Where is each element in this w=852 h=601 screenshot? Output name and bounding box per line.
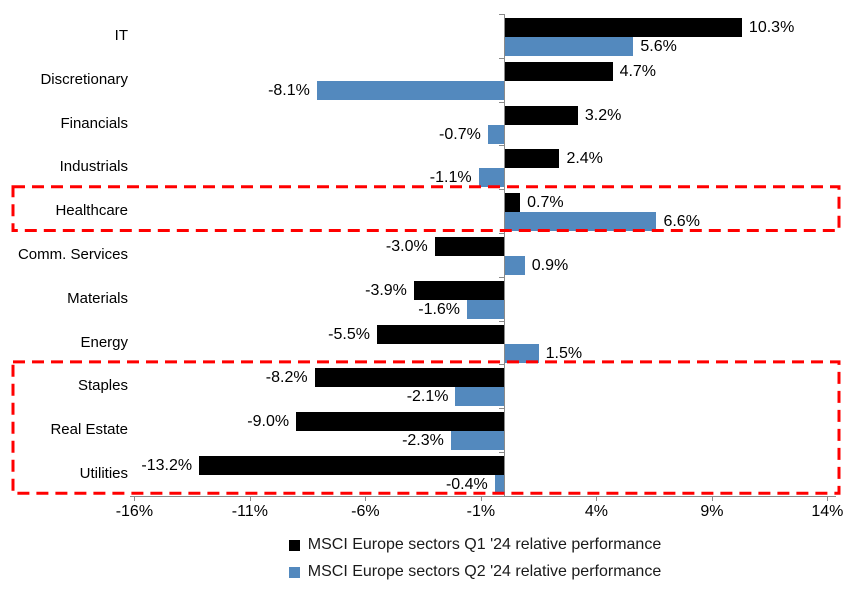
value-label-series1-real-estate: -9.0% (247, 413, 290, 431)
x-axis-tick (596, 495, 598, 501)
category-label-industrials: Industrials (59, 158, 128, 176)
bar-series2-comm-services (504, 256, 525, 275)
x-axis-tick-label-1: -11% (231, 503, 268, 520)
bar-series1-materials (413, 280, 504, 300)
value-label-series2-energy: 1.5% (545, 344, 583, 362)
value-label-series1-it: 10.3% (748, 19, 795, 36)
bar-series2-utilities (494, 475, 504, 494)
value-label-series2-staples: -2.1% (406, 388, 449, 406)
value-label-series1-healthcare: 0.7% (527, 194, 564, 212)
legend-swatch-q1-icon (288, 539, 300, 551)
bar-series2-staples (455, 387, 504, 407)
y-axis-tick (499, 145, 504, 147)
x-axis-tick-label-0: -16% (115, 503, 154, 520)
bar-series1-it (504, 18, 742, 37)
category-label-real-estate: Real Estate (50, 421, 128, 439)
category-label-healthcare: Healthcare (55, 202, 128, 220)
bar-series1-energy (376, 324, 504, 344)
x-axis-tick-label-2: -6% (351, 503, 380, 520)
bar-series1-industrials (504, 149, 560, 169)
legend-label-q2: MSCI Europe sectors Q2 '24 relative perf… (307, 563, 662, 580)
value-label-series2-utilities: -0.4% (445, 476, 488, 493)
value-label-series1-discretionary: 4.7% (619, 62, 657, 80)
x-axis-tick (711, 495, 713, 501)
category-label-utilities: Utilities (79, 464, 128, 482)
category-label-energy: Energy (80, 333, 128, 351)
value-label-series1-staples: -8.2% (265, 369, 308, 387)
bar-series1-financials (504, 105, 578, 125)
value-label-series1-financials: 3.2% (584, 106, 622, 124)
y-axis-tick (499, 233, 504, 234)
value-label-series1-industrials: 2.4% (566, 150, 603, 168)
bar-series1-utilities (199, 456, 504, 475)
category-label-financials: Financials (60, 114, 128, 132)
x-axis-tick-label-5: 9% (700, 503, 724, 520)
y-axis-tick (499, 189, 504, 191)
category-label-comm-services: Comm. Services (17, 245, 128, 263)
bar-series2-discretionary (316, 80, 504, 100)
x-axis-tick-label-6: 14% (811, 503, 844, 520)
value-label-series1-comm-services: -3.0% (385, 238, 428, 255)
x-axis-tick (134, 495, 136, 501)
value-label-series2-financials: -0.7% (439, 125, 481, 143)
bar-series2-it (504, 37, 634, 56)
y-axis-tick (499, 452, 504, 453)
value-label-series2-real-estate: -2.3% (402, 432, 444, 450)
legend-item-q1: MSCI Europe sectors Q1 '24 relative perf… (288, 535, 662, 555)
category-label-it: IT (114, 26, 128, 44)
x-axis-line (130, 495, 836, 497)
bar-series2-energy (504, 343, 539, 363)
value-label-series2-healthcare: 6.6% (663, 213, 700, 231)
bar-series1-comm-services (434, 237, 504, 256)
category-label-staples: Staples (77, 377, 128, 395)
y-axis-tick (499, 364, 504, 366)
bar-series1-staples (314, 368, 504, 388)
y-axis-tick (499, 101, 504, 103)
value-label-series1-materials: -3.9% (365, 281, 407, 299)
bar-series2-healthcare (504, 212, 657, 232)
y-axis-tick (499, 408, 504, 410)
bar-series2-financials (487, 124, 504, 144)
y-axis-tick (499, 495, 504, 497)
legend: MSCI Europe sectors Q1 '24 relative perf… (98, 535, 852, 582)
bar-series1-discretionary (504, 61, 613, 81)
value-label-series2-discretionary: -8.1% (268, 81, 310, 99)
category-label-materials: Materials (67, 289, 128, 307)
bar-series1-healthcare (504, 193, 521, 213)
value-label-series2-industrials: -1.1% (429, 169, 472, 187)
value-label-series2-materials: -1.6% (418, 300, 461, 318)
bar-series2-materials (467, 299, 504, 319)
x-axis-tick (249, 495, 251, 501)
legend-item-q2: MSCI Europe sectors Q2 '24 relative perf… (288, 562, 662, 582)
y-axis-tick (499, 57, 504, 59)
y-axis-tick (499, 276, 504, 278)
legend-swatch-q2-icon (288, 566, 300, 578)
x-axis-tick (365, 495, 367, 501)
value-label-series1-energy: -5.5% (328, 325, 370, 343)
y-axis-tick (499, 320, 504, 322)
y-axis-line (504, 14, 505, 496)
bar-series2-real-estate (450, 431, 504, 451)
category-label-discretionary: Discretionary (40, 70, 128, 88)
value-label-series2-it: 5.6% (640, 38, 677, 55)
legend-label-q1: MSCI Europe sectors Q1 '24 relative perf… (307, 536, 662, 553)
value-label-series1-utilities: -13.2% (141, 457, 193, 474)
x-axis-tick-label-3: -1% (466, 503, 496, 520)
x-axis-tick (827, 495, 829, 501)
bar-series2-industrials (478, 168, 504, 188)
y-axis-tick (499, 14, 504, 15)
bar-series1-real-estate (296, 412, 504, 432)
x-axis-tick-label-4: 4% (584, 503, 608, 520)
value-label-series2-comm-services: 0.9% (531, 257, 569, 274)
x-axis-tick (480, 495, 482, 501)
